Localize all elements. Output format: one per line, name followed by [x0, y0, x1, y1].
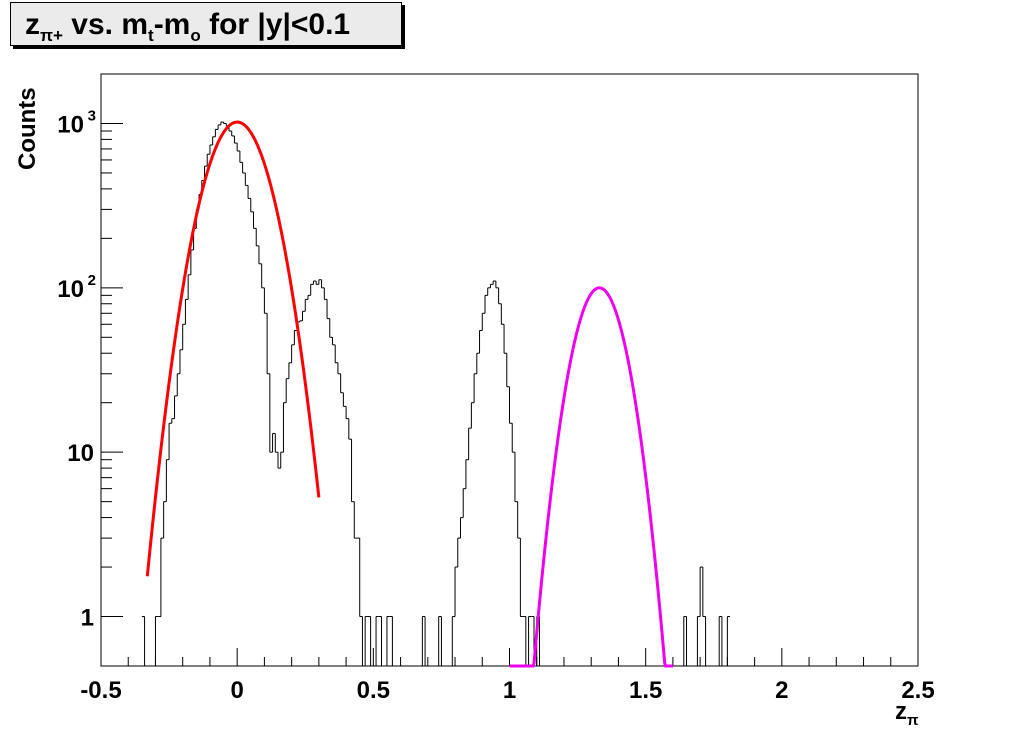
x-tick-label: 1.5 — [629, 677, 662, 704]
axis-ticks — [100, 73, 919, 666]
x-axis-label: zπ — [895, 698, 919, 729]
x-tick-label: 2.5 — [901, 677, 934, 704]
x-tick-label: -0.5 — [80, 677, 121, 704]
x-tick-label: 0 — [230, 677, 243, 704]
gaussian-fit-curve — [145, 120, 321, 577]
y-tick-exponent: 3 — [88, 107, 96, 124]
y-axis-label: Counts — [14, 87, 41, 170]
y-tick-label: 10 — [57, 111, 84, 138]
x-tick-label: 0.5 — [357, 677, 390, 704]
gaussian-fit-curve — [509, 286, 673, 668]
fit-curves — [145, 120, 673, 668]
plot-frame — [100, 73, 919, 667]
y-tick-label: 1 — [81, 605, 94, 632]
chart-title: zπ+ vs. mt-mo for |y|<0.1 — [25, 8, 351, 45]
x-tick-label: 2 — [775, 677, 788, 704]
y-tick-label: 10 — [57, 276, 84, 303]
y-tick-exponent: 2 — [88, 272, 96, 289]
x-tick-labels: -0.5 0 0.5 1 1.5 2 2.5 — [80, 677, 934, 704]
histogram-series — [141, 121, 731, 667]
chart-title-box: zπ+ vs. mt-mo for |y|<0.1 — [10, 2, 402, 46]
x-tick-label: 1 — [503, 677, 516, 704]
y-tick-label: 10 — [67, 440, 94, 467]
